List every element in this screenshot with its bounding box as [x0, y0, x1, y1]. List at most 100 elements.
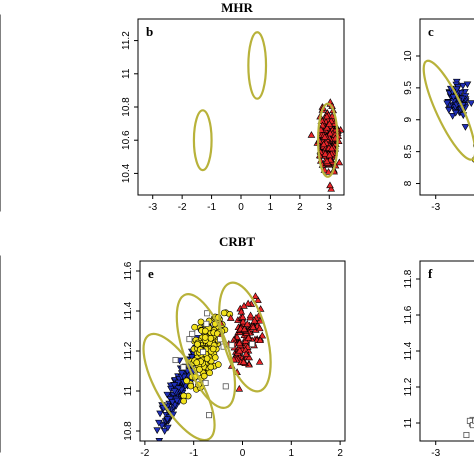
y-tick-label: 11	[403, 417, 414, 428]
data-point	[461, 124, 470, 131]
panel-letter: e	[148, 266, 154, 281]
data-point	[206, 369, 213, 377]
data-point	[189, 330, 196, 337]
confidence-ellipse-1	[192, 109, 213, 172]
data-point	[463, 81, 472, 89]
data-point	[320, 133, 329, 140]
data-point	[207, 363, 215, 371]
x-tick-label: 2	[337, 448, 343, 459]
panel-letter: c	[428, 24, 434, 39]
series-red	[216, 292, 267, 392]
data-point	[228, 342, 235, 349]
panel-frame	[137, 18, 345, 196]
data-point	[164, 424, 172, 432]
data-point	[448, 113, 457, 120]
data-point	[177, 370, 186, 378]
data-point	[201, 327, 209, 335]
data-point	[249, 341, 256, 348]
x-tick-label: 1	[268, 202, 274, 213]
data-point	[249, 323, 257, 331]
data-point	[245, 353, 254, 361]
data-point	[194, 340, 201, 348]
data-point	[254, 296, 262, 303]
data-point	[326, 129, 335, 137]
data-point	[238, 313, 247, 320]
y-tick-label: 11.6	[403, 305, 414, 324]
data-point	[240, 302, 248, 309]
data-point	[335, 158, 344, 166]
data-point	[327, 144, 336, 152]
data-point	[180, 364, 187, 371]
y-tick-label: 8	[403, 180, 414, 186]
data-point	[204, 310, 211, 317]
data-point	[324, 168, 333, 175]
data-point	[239, 358, 248, 365]
y-tick-label: 10.8	[123, 421, 134, 441]
data-point	[451, 109, 460, 117]
x-tick-label: 3	[327, 202, 333, 213]
data-point	[328, 112, 336, 119]
data-point	[459, 82, 467, 90]
data-point	[153, 427, 161, 435]
confidence-ellipse-2	[175, 293, 237, 409]
data-point	[170, 382, 179, 389]
data-point	[201, 334, 209, 341]
panel-e: -2 -1 0 1 2 10.8 11 11.2 11.4 11.6 e	[123, 260, 346, 459]
y-tick-label: 10.8	[121, 97, 132, 117]
data-point	[188, 354, 196, 361]
confidence-ellipse-2	[247, 31, 268, 100]
data-point	[222, 383, 229, 390]
y-tick-label: 11.4	[403, 341, 414, 360]
data-point	[240, 325, 249, 333]
data-point	[258, 331, 267, 339]
data-point	[307, 131, 316, 138]
data-point	[187, 382, 195, 390]
data-point	[327, 184, 335, 192]
data-point	[472, 417, 474, 424]
data-point	[326, 181, 334, 189]
data-point	[239, 317, 247, 325]
data-point	[170, 388, 179, 395]
series-gray	[463, 416, 474, 439]
y-tick-label: 9	[403, 117, 414, 123]
data-point	[467, 100, 474, 107]
data-point	[196, 366, 203, 373]
data-point	[321, 149, 330, 157]
data-point	[209, 345, 217, 353]
confidence-ellipse-1	[142, 332, 216, 441]
data-point	[155, 438, 164, 441]
data-point	[206, 412, 213, 419]
data-point	[449, 94, 458, 101]
panel-frame	[419, 18, 474, 196]
data-point	[220, 309, 228, 317]
panel-letter: b	[146, 24, 153, 39]
data-point	[172, 357, 179, 364]
data-point	[243, 320, 252, 327]
x-tick-label: -3	[431, 202, 440, 213]
panel-b: -3 -2 -1 0 1 2 3 10.4 10.6 10.8 11 11.2 b	[121, 18, 345, 213]
plot-area-e	[142, 281, 272, 441]
data-point	[323, 157, 331, 165]
data-point	[168, 399, 177, 406]
data-point	[246, 311, 255, 319]
data-point	[244, 299, 252, 307]
data-point	[250, 316, 259, 324]
series-blue	[443, 78, 474, 131]
data-point	[186, 336, 193, 343]
data-point	[211, 354, 219, 361]
series-red	[307, 98, 344, 192]
series-gray	[172, 310, 256, 419]
y-tick-label: 11	[123, 385, 134, 396]
panel-frame	[419, 260, 474, 442]
data-point	[156, 410, 164, 418]
title-crbt: CRBT	[219, 234, 255, 249]
data-point	[158, 422, 166, 430]
confidence-ellipse-1	[422, 59, 474, 161]
y-tick-label: 11.6	[123, 261, 134, 280]
panel-f: -3 11 11.2 11.4 11.6 11.8 f	[403, 260, 474, 459]
x-tick-label: 0	[240, 448, 246, 459]
data-point	[163, 391, 172, 399]
x-tick-label: -3	[148, 202, 157, 213]
data-point	[323, 112, 331, 120]
x-tick-label: -2	[178, 202, 187, 213]
